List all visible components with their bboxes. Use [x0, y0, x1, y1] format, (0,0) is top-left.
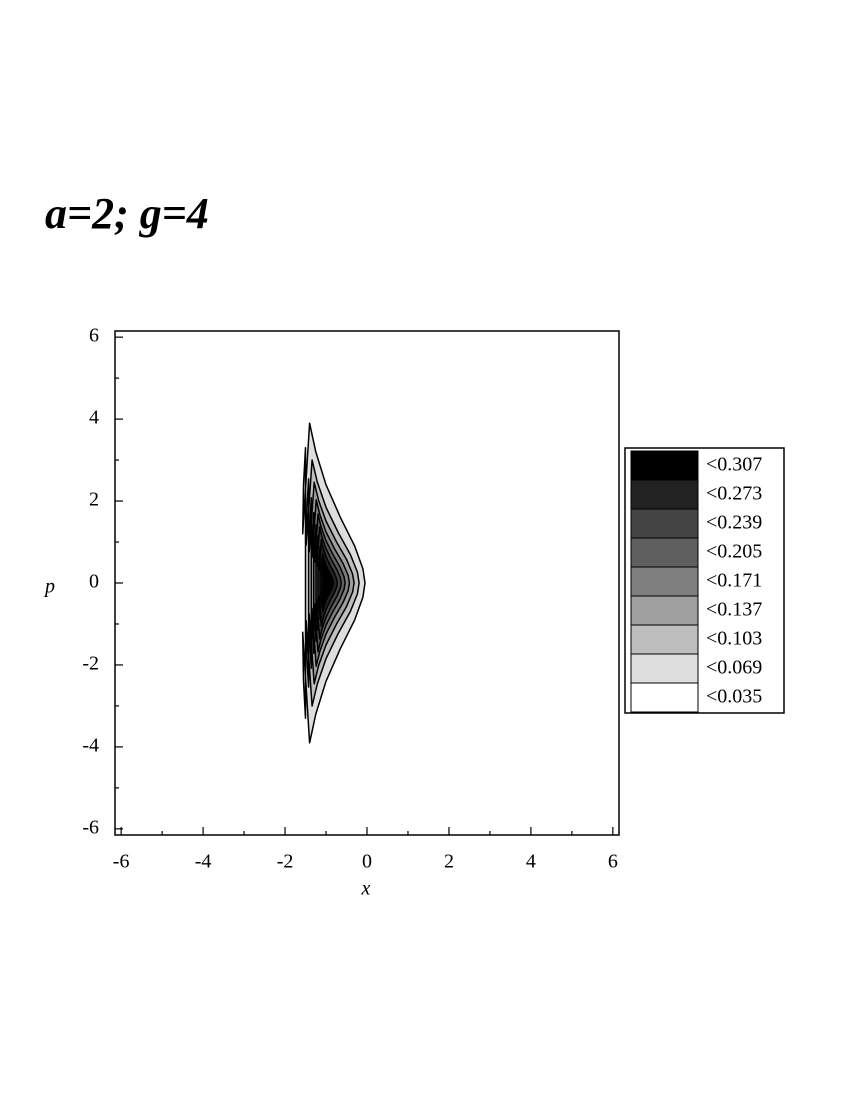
- y-tick-label: -2: [82, 653, 99, 675]
- y-tick-label: 6: [89, 325, 99, 347]
- legend-swatch: [630, 624, 699, 655]
- x-tick-label: 2: [444, 851, 454, 873]
- legend-label: <0.273: [706, 483, 762, 505]
- x-axis-label: x: [361, 878, 371, 900]
- x-tick-label: 0: [362, 851, 372, 873]
- legend-swatch: [630, 566, 699, 597]
- y-tick-label: -6: [82, 816, 99, 838]
- legend-label: <0.069: [706, 657, 762, 679]
- y-tick-label: 4: [89, 407, 99, 429]
- legend-swatch: [630, 682, 699, 713]
- legend-label: <0.103: [706, 628, 762, 650]
- legend-label: <0.205: [706, 541, 762, 563]
- chart-title: a=2; g=4: [45, 189, 209, 238]
- x-tick-label: -2: [277, 851, 294, 873]
- legend-swatch: [630, 508, 699, 539]
- y-tick-label: 0: [89, 571, 99, 593]
- x-tick-label: -6: [113, 851, 130, 873]
- legend-label: <0.171: [706, 570, 762, 592]
- contour-region: [320, 553, 335, 613]
- legend-swatch: [630, 595, 699, 626]
- legend-label: <0.307: [706, 454, 762, 476]
- legend-swatch: [630, 653, 699, 684]
- legend-label: <0.035: [706, 686, 762, 708]
- y-axis-label: p: [43, 576, 55, 598]
- legend-swatch: [630, 450, 699, 481]
- y-tick-label: -4: [82, 734, 99, 756]
- x-tick-label: -4: [195, 851, 212, 873]
- x-tick-label: 4: [526, 851, 536, 873]
- y-tick-label: 2: [89, 489, 99, 511]
- legend-label: <0.239: [706, 512, 762, 534]
- x-tick-label: 6: [608, 851, 618, 873]
- legend-swatch: [630, 537, 699, 568]
- plot-frame: [114, 330, 620, 836]
- legend-swatch: [630, 479, 699, 510]
- legend-label: <0.137: [706, 599, 762, 621]
